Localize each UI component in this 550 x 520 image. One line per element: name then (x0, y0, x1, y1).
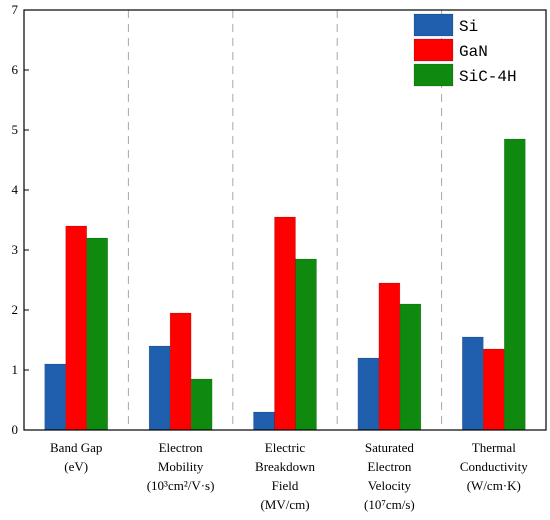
y-tick-label: 0 (12, 422, 19, 437)
category-label: Saturated (365, 440, 415, 455)
category-label: Electron (159, 440, 204, 455)
legend-swatch-gan (413, 38, 454, 62)
category-label: Breakdown (255, 459, 315, 474)
y-tick-label: 7 (12, 2, 19, 17)
legend-swatch-si (413, 13, 454, 37)
bars (44, 138, 526, 431)
bar-sic-4h-0 (86, 237, 108, 431)
bar-sic-4h-3 (399, 303, 422, 431)
bar-si-3 (357, 357, 380, 431)
category-label: (10³cm²/V·s) (147, 478, 215, 493)
legend-label-sic-4h: SiC-4H (459, 68, 517, 86)
y-tick-label: 3 (12, 242, 19, 257)
legend-swatch-sic-4h (413, 63, 454, 87)
category-label: Band Gap (50, 440, 102, 455)
legend-label-gan: GaN (459, 43, 488, 61)
category-label: Electric (265, 440, 306, 455)
bar-gan-0 (65, 225, 87, 431)
category-label: (W/cm·K) (467, 478, 521, 493)
bar-sic-4h-4 (504, 138, 526, 431)
legend-label-si: Si (459, 18, 478, 36)
category-label: (10⁷cm/s) (364, 497, 415, 512)
y-tick-label: 5 (12, 122, 19, 137)
bar-sic-4h-2 (295, 258, 317, 431)
y-axis-ticks: 0 1 2 3 4 5 6 7 (12, 2, 29, 437)
legend: Si GaN SiC-4H (413, 13, 517, 87)
category-label: Velocity (368, 478, 412, 493)
category-label: Conductivity (460, 459, 528, 474)
category-label: Mobility (158, 459, 204, 474)
y-tick-label: 1 (12, 362, 19, 377)
plot-frame (23, 9, 547, 431)
category-label: Field (272, 478, 299, 493)
bar-gan-2 (274, 216, 296, 431)
bar-gan-1 (169, 312, 192, 431)
y-tick-label: 4 (12, 182, 19, 197)
y-tick-label: 2 (12, 302, 19, 317)
bar-si-2 (253, 411, 275, 431)
category-label: (eV) (64, 459, 88, 474)
category-label: Thermal (472, 440, 516, 455)
category-label: Electron (367, 459, 412, 474)
bar-si-4 (462, 336, 484, 431)
bar-gan-3 (378, 282, 401, 431)
bar-si-0 (44, 363, 66, 431)
bar-si-1 (148, 345, 171, 431)
bar-gan-4 (483, 348, 505, 431)
y-tick-label: 6 (12, 62, 19, 77)
category-label: (MV/cm) (260, 497, 309, 512)
category-labels: Band Gap (eV) Electron Mobility (10³cm²/V·s)… (50, 440, 528, 512)
bar-sic-4h-1 (190, 378, 213, 431)
axes (23, 9, 547, 431)
